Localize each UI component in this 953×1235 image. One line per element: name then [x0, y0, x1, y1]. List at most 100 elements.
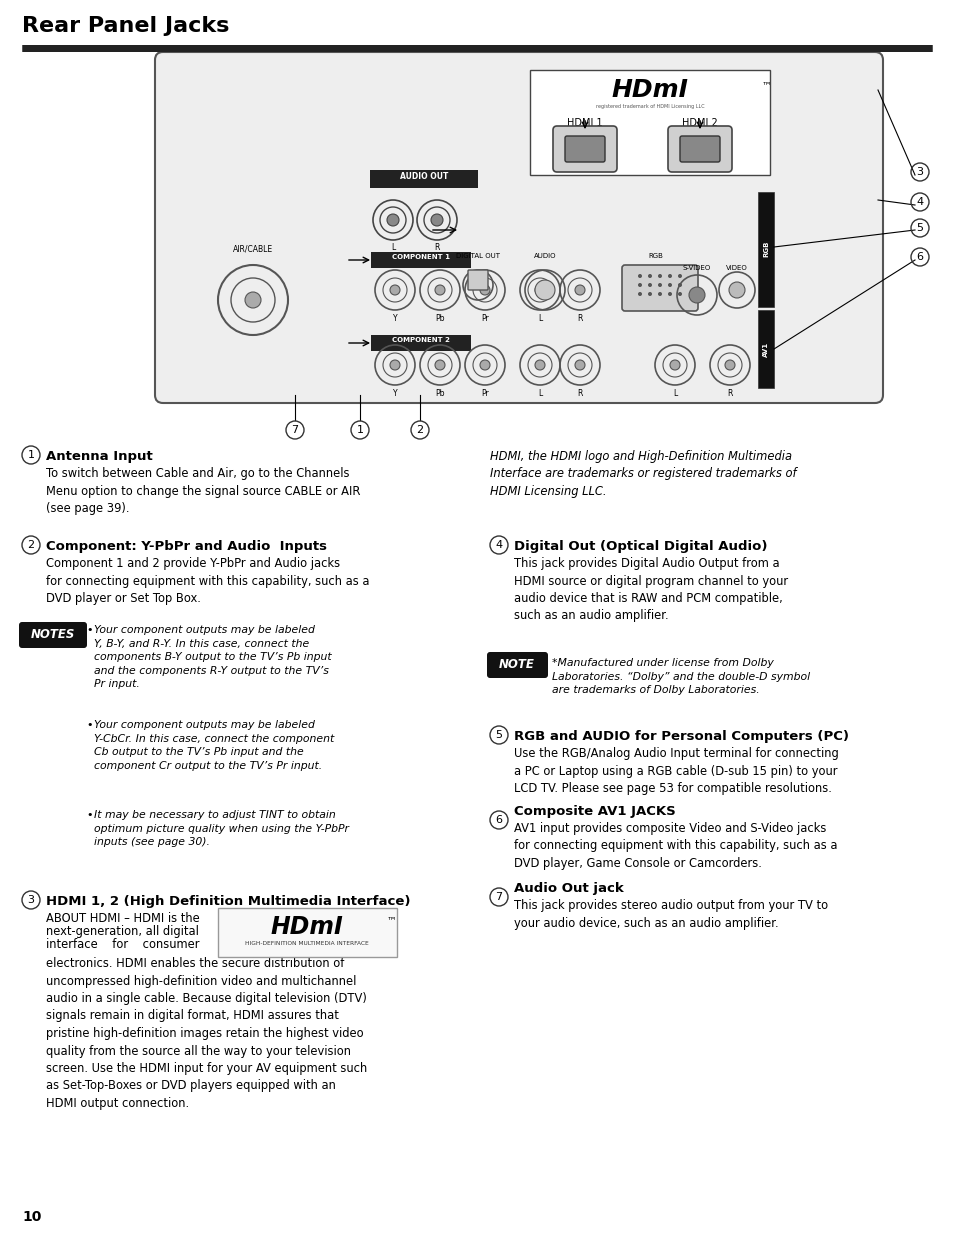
Text: Component: Y-PbPr and Audio  Inputs: Component: Y-PbPr and Audio Inputs [46, 540, 327, 553]
FancyBboxPatch shape [371, 252, 471, 268]
Text: Pr: Pr [480, 389, 488, 398]
Text: L: L [391, 243, 395, 252]
Text: •: • [86, 625, 92, 635]
Circle shape [535, 359, 544, 370]
Text: 3: 3 [916, 167, 923, 177]
Circle shape [435, 285, 444, 295]
Text: S-VIDEO: S-VIDEO [682, 266, 710, 270]
FancyBboxPatch shape [486, 652, 547, 678]
FancyBboxPatch shape [468, 270, 488, 290]
FancyBboxPatch shape [621, 266, 698, 311]
Circle shape [435, 359, 444, 370]
Circle shape [387, 214, 398, 226]
Circle shape [390, 285, 399, 295]
Circle shape [638, 283, 641, 287]
FancyBboxPatch shape [553, 126, 617, 172]
Text: HDMI 2: HDMI 2 [681, 119, 717, 128]
Circle shape [647, 283, 651, 287]
Text: 2: 2 [28, 540, 34, 550]
Text: Use the RGB/Analog Audio Input terminal for connecting
a PC or Laptop using a RG: Use the RGB/Analog Audio Input terminal … [514, 747, 838, 795]
Circle shape [678, 291, 681, 296]
Text: RGB: RGB [648, 253, 662, 259]
Circle shape [658, 274, 661, 278]
Circle shape [669, 359, 679, 370]
Circle shape [724, 359, 734, 370]
Text: Pb: Pb [435, 314, 444, 324]
Circle shape [638, 274, 641, 278]
Text: 6: 6 [916, 252, 923, 262]
Text: It may be necessary to adjust TINT to obtain
optimum picture quality when using : It may be necessary to adjust TINT to ob… [94, 810, 349, 847]
Text: interface    for    consumer: interface for consumer [46, 939, 199, 951]
Text: next-generation, all digital: next-generation, all digital [46, 925, 198, 939]
FancyBboxPatch shape [370, 170, 477, 188]
Text: HDmI: HDmI [611, 78, 688, 103]
Text: RGB: RGB [762, 241, 768, 257]
Circle shape [535, 285, 544, 295]
Text: R: R [577, 389, 582, 398]
Text: registered trademark of HDMI Licensing LLC: registered trademark of HDMI Licensing L… [595, 104, 703, 109]
FancyBboxPatch shape [218, 908, 396, 957]
Text: 7: 7 [495, 892, 502, 902]
Text: electronics. HDMI enables the secure distribution of
uncompressed high-definitio: electronics. HDMI enables the secure dis… [46, 957, 367, 1110]
Text: DIGITAL OUT: DIGITAL OUT [456, 253, 499, 259]
Circle shape [667, 283, 671, 287]
Text: This jack provides stereo audio output from your TV to
your audio device, such a: This jack provides stereo audio output f… [514, 899, 827, 930]
Text: 5: 5 [495, 730, 502, 740]
Text: Composite AV1 JACKS: Composite AV1 JACKS [514, 805, 675, 818]
Text: Rear Panel Jacks: Rear Panel Jacks [22, 16, 229, 36]
Text: 6: 6 [495, 815, 502, 825]
Text: Your component outputs may be labeled
Y-CbCr. In this case, connect the componen: Your component outputs may be labeled Y-… [94, 720, 334, 771]
Text: HDMI 1, 2 (High Definition Multimedia Interface): HDMI 1, 2 (High Definition Multimedia In… [46, 895, 410, 908]
Text: HIGH-DEFINITION MULTIMEDIA INTERFACE: HIGH-DEFINITION MULTIMEDIA INTERFACE [245, 941, 369, 946]
Circle shape [688, 287, 704, 303]
Circle shape [728, 282, 744, 298]
Text: R: R [434, 243, 439, 252]
FancyBboxPatch shape [758, 310, 773, 388]
Circle shape [667, 291, 671, 296]
Text: •: • [86, 810, 92, 820]
FancyBboxPatch shape [19, 622, 87, 648]
Text: VIDEO: VIDEO [725, 266, 747, 270]
Text: AV1 input provides composite Video and S-Video jacks
for connecting equipment wi: AV1 input provides composite Video and S… [514, 823, 837, 869]
Text: 1: 1 [356, 425, 363, 435]
FancyBboxPatch shape [371, 335, 471, 351]
Circle shape [535, 280, 555, 300]
Text: L: L [537, 314, 541, 324]
Text: AV1: AV1 [762, 341, 768, 357]
Text: 4: 4 [495, 540, 502, 550]
Circle shape [431, 214, 442, 226]
Text: Y: Y [393, 389, 396, 398]
Text: 10: 10 [22, 1210, 41, 1224]
Text: L: L [672, 389, 677, 398]
FancyBboxPatch shape [154, 52, 882, 403]
Circle shape [647, 274, 651, 278]
Text: AIR/CABLE: AIR/CABLE [233, 245, 273, 254]
Text: ™: ™ [761, 80, 771, 90]
Text: AUDIO: AUDIO [533, 253, 556, 259]
FancyBboxPatch shape [667, 126, 731, 172]
Text: AUDIO OUT: AUDIO OUT [399, 172, 448, 182]
Text: COMPONENT 2: COMPONENT 2 [392, 337, 450, 343]
Circle shape [647, 291, 651, 296]
Text: Audio Out jack: Audio Out jack [514, 882, 623, 895]
Circle shape [667, 274, 671, 278]
Text: 5: 5 [916, 224, 923, 233]
Text: ™: ™ [387, 915, 396, 925]
Circle shape [479, 285, 490, 295]
Text: 3: 3 [28, 895, 34, 905]
Text: Antenna Input: Antenna Input [46, 450, 152, 463]
Text: Pb: Pb [435, 389, 444, 398]
Text: 4: 4 [916, 198, 923, 207]
Circle shape [658, 291, 661, 296]
Text: *Manufactured under license from Dolby
Laboratories. “Dolby” and the double-D sy: *Manufactured under license from Dolby L… [552, 658, 809, 695]
Text: COMPONENT 1: COMPONENT 1 [392, 254, 450, 261]
Circle shape [390, 359, 399, 370]
Text: Your component outputs may be labeled
Y, B-Y, and R-Y. In this case, connect the: Your component outputs may be labeled Y,… [94, 625, 332, 689]
Text: Y: Y [393, 314, 396, 324]
Text: L: L [537, 389, 541, 398]
FancyBboxPatch shape [564, 136, 604, 162]
Circle shape [678, 274, 681, 278]
Text: Digital Out (Optical Digital Audio): Digital Out (Optical Digital Audio) [514, 540, 767, 553]
Text: ABOUT HDMI – HDMI is the: ABOUT HDMI – HDMI is the [46, 911, 199, 925]
Text: NOTE: NOTE [498, 658, 535, 671]
